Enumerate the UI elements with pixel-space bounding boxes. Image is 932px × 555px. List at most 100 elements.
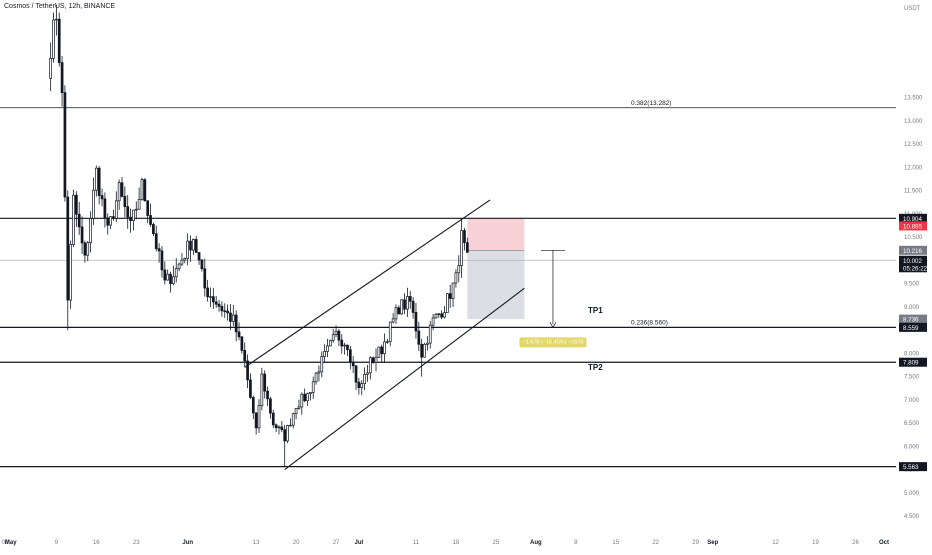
- candle-body: [465, 242, 469, 253]
- candle-body: [331, 334, 335, 341]
- x-tick-label: 15: [612, 540, 619, 546]
- candle: [220, 301, 224, 317]
- price-label: 10.216: [903, 248, 922, 255]
- candle-body: [214, 301, 218, 305]
- price-label: 05:26:22: [903, 265, 928, 272]
- candle: [460, 218, 463, 278]
- channel-upper-line: [244, 199, 491, 368]
- price-label: 5.563: [903, 464, 919, 471]
- y-tick-label: 12.500: [904, 142, 923, 148]
- x-tick-label: 29: [692, 540, 699, 546]
- price-label-bg: [899, 263, 927, 273]
- level-label: 0.236(8.560): [631, 319, 668, 326]
- candle-body: [417, 330, 421, 345]
- x-tick-label: 12: [772, 540, 779, 546]
- candle: [254, 412, 258, 435]
- candle: [434, 312, 438, 319]
- candle: [117, 179, 121, 210]
- candle: [294, 408, 298, 420]
- candle: [60, 56, 64, 107]
- candle: [411, 297, 415, 319]
- candle: [123, 186, 127, 218]
- candle: [132, 209, 135, 231]
- candle: [414, 302, 418, 339]
- candle-body: [134, 208, 138, 211]
- candle: [271, 409, 275, 428]
- candle-body: [328, 340, 332, 347]
- candle: [157, 243, 161, 263]
- candle: [360, 380, 364, 396]
- candle-body: [289, 424, 292, 427]
- candle: [97, 165, 101, 205]
- candle-body: [343, 344, 346, 347]
- candle: [454, 269, 458, 288]
- price-label: 8.736: [903, 317, 919, 324]
- candle-body: [428, 324, 432, 344]
- candle: [317, 365, 321, 382]
- candle-body: [220, 306, 224, 312]
- candle-body: [174, 268, 178, 278]
- candle: [300, 392, 304, 415]
- price-label-bg: [899, 314, 927, 324]
- candle-body: [97, 167, 101, 196]
- candle: [69, 240, 72, 309]
- candle: [340, 334, 344, 354]
- candle-body: [411, 300, 415, 313]
- candle: [420, 338, 424, 377]
- candle-body: [149, 215, 152, 225]
- candle: [357, 377, 361, 395]
- candle: [343, 342, 346, 355]
- candle: [371, 356, 375, 364]
- candle: [309, 392, 312, 401]
- candle-body: [351, 361, 355, 367]
- candle: [134, 201, 138, 220]
- candle-body: [146, 200, 150, 216]
- candle: [169, 271, 172, 293]
- price-label: 7.809: [903, 360, 919, 367]
- candle: [154, 225, 158, 252]
- candle: [203, 258, 207, 297]
- chart-annotations: 0.382(13.282) 0.236(8.560) −1.678 (−16.40%…: [519, 100, 671, 372]
- candle-body: [57, 18, 61, 63]
- candle-body: [274, 424, 278, 429]
- candle: [146, 200, 150, 224]
- candle-body: [189, 240, 192, 251]
- candle-body: [406, 296, 409, 310]
- candle: [94, 165, 98, 197]
- y-tick-label: 13.500: [904, 96, 923, 102]
- candle: [160, 246, 164, 278]
- y-tick-label: 8.000: [904, 351, 920, 357]
- candle: [397, 305, 401, 315]
- candle: [443, 305, 446, 319]
- candle: [440, 310, 443, 320]
- candle: [368, 356, 372, 380]
- candle-body: [63, 92, 67, 198]
- candle-body: [231, 314, 235, 322]
- candle: [137, 187, 141, 210]
- candle-body: [154, 233, 158, 250]
- price-label: 10.904: [903, 216, 922, 223]
- candle-body: [183, 258, 187, 261]
- candle-body: [260, 373, 264, 406]
- candle-body: [172, 276, 175, 284]
- candle-body: [126, 206, 130, 218]
- candle: [226, 304, 229, 321]
- candle: [380, 344, 384, 363]
- candle: [74, 191, 78, 227]
- candle: [180, 253, 184, 267]
- candle-body: [300, 393, 304, 408]
- price-label-bg: [899, 221, 927, 231]
- candle-body: [463, 230, 466, 244]
- candle-body: [423, 343, 426, 358]
- candle: [49, 42, 53, 92]
- candle-body: [271, 412, 275, 426]
- x-tick-label: Jun: [182, 540, 193, 546]
- candle: [126, 194, 130, 229]
- candle-body: [160, 250, 164, 271]
- candle: [354, 364, 358, 391]
- stop-loss-zone: [467, 218, 525, 251]
- candle: [331, 328, 335, 343]
- candle-body: [137, 199, 141, 210]
